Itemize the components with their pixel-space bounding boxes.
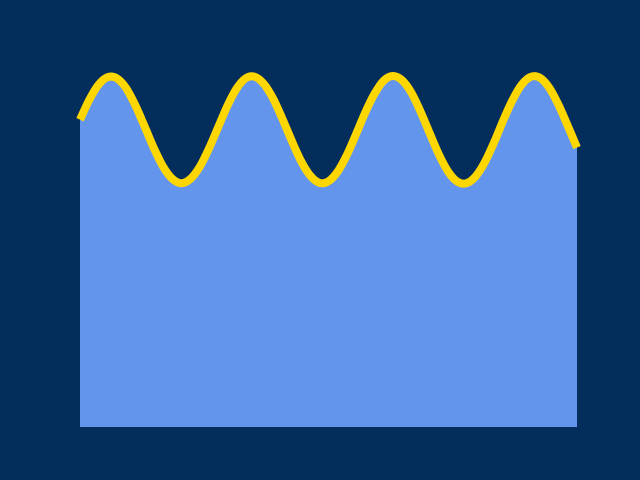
series-line [76, 71, 581, 188]
